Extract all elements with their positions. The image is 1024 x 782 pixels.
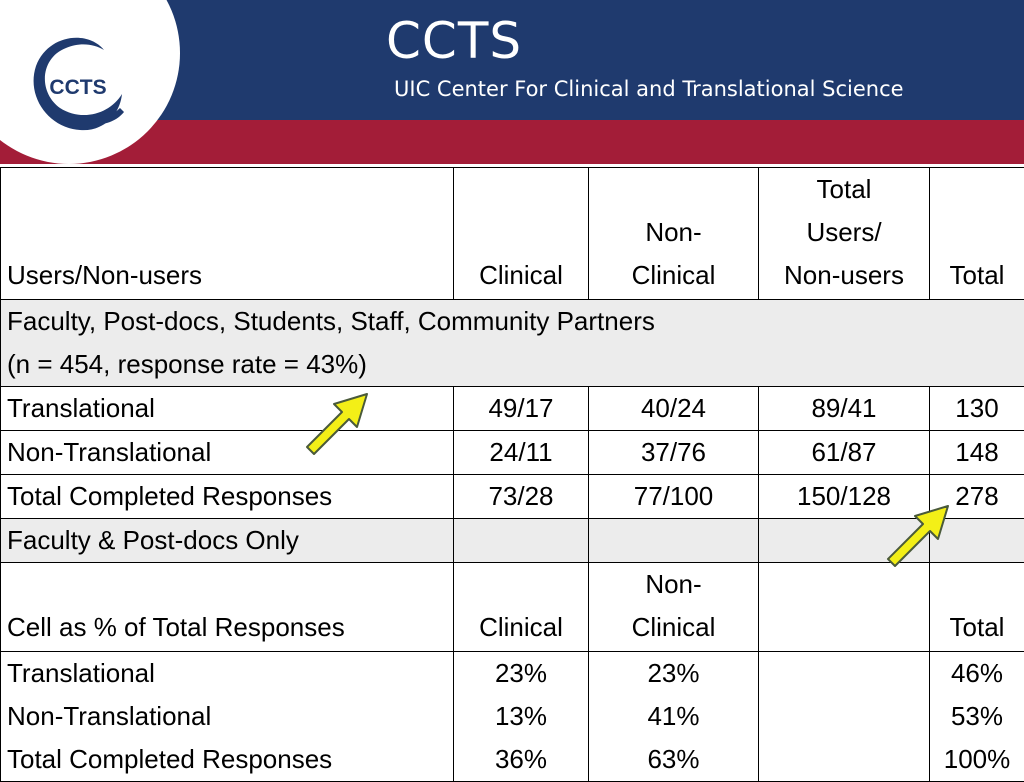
cell-clinical: 73/28 xyxy=(454,475,589,519)
header-nonclinical: Non- Clinical xyxy=(589,563,759,652)
cell-total: 148 xyxy=(930,431,1024,475)
header-users-nonusers: Users/Non-users xyxy=(1,168,454,300)
page-title: CCTS xyxy=(386,12,522,70)
cell-total: 46% xyxy=(930,652,1024,696)
cell-total-users: 89/41 xyxy=(759,387,930,431)
cell-clinical: 23% xyxy=(454,652,589,696)
row-label: Non-Translational xyxy=(1,695,454,738)
header-total-users-line2: Users/ xyxy=(765,211,923,254)
cell-total: 53% xyxy=(930,695,1024,738)
header-nonclinical-line2: Clinical xyxy=(595,606,752,649)
header-total-users-line3: Non-users xyxy=(765,254,923,297)
row-label: Translational xyxy=(1,652,454,696)
empty-cell xyxy=(759,695,930,738)
page-subtitle: UIC Center For Clinical and Translationa… xyxy=(394,77,904,101)
arrow-up-right-icon xyxy=(301,390,371,460)
empty-cell xyxy=(589,519,759,563)
cell-clinical: 36% xyxy=(454,738,589,782)
section-faculty-all: Faculty, Post-docs, Students, Staff, Com… xyxy=(1,300,1024,387)
empty-cell xyxy=(759,563,930,652)
header-nonclinical-line1: Non- xyxy=(595,563,752,606)
table-header-row: Users/Non-users Clinical Non- Clinical T… xyxy=(1,168,1024,300)
header-nonclinical: Non- Clinical xyxy=(589,168,759,300)
row-label: Total Completed Responses xyxy=(1,475,454,519)
header-total: Total xyxy=(930,168,1024,300)
cell-nonclinical: 23% xyxy=(589,652,759,696)
cell-nonclinical: 63% xyxy=(589,738,759,782)
header-cell-percent: Cell as % of Total Responses xyxy=(1,563,454,652)
header-nonclinical-line2: Clinical xyxy=(595,254,752,297)
header-total-users: Total Users/ Non-users xyxy=(759,168,930,300)
cell-clinical: 13% xyxy=(454,695,589,738)
table-row: Total Completed Responses 36% 63% 100% xyxy=(1,738,1024,782)
header-total-users-line1: Total xyxy=(765,168,923,211)
table-header-row-percent: Cell as % of Total Responses Clinical No… xyxy=(1,563,1024,652)
header-total: Total xyxy=(930,563,1024,652)
cell-nonclinical: 41% xyxy=(589,695,759,738)
row-label: Total Completed Responses xyxy=(1,738,454,782)
header-clinical: Clinical xyxy=(454,563,589,652)
header-nonclinical-line1: Non- xyxy=(595,211,752,254)
table-row: Total Completed Responses 73/28 77/100 1… xyxy=(1,475,1024,519)
section-row: Faculty & Post-docs Only xyxy=(1,519,1024,563)
arrow-up-right-icon xyxy=(882,502,952,572)
cell-nonclinical: 40/24 xyxy=(589,387,759,431)
cell-clinical: 24/11 xyxy=(454,431,589,475)
ccts-logo: CCTS xyxy=(26,28,128,136)
table-row: Translational 23% 23% 46% xyxy=(1,652,1024,696)
table-row: Non-Translational 24/11 37/76 61/87 148 xyxy=(1,431,1024,475)
empty-cell xyxy=(759,652,930,696)
header-stripe xyxy=(0,120,1024,164)
row-label: Non-Translational xyxy=(1,431,454,475)
table-row: Translational 49/17 40/24 89/41 130 xyxy=(1,387,1024,431)
cell-total: 130 xyxy=(930,387,1024,431)
results-table: Users/Non-users Clinical Non- Clinical T… xyxy=(0,167,1024,782)
cell-total: 100% xyxy=(930,738,1024,782)
row-label: Translational xyxy=(1,387,454,431)
empty-cell xyxy=(759,738,930,782)
table-row: Non-Translational 13% 41% 53% xyxy=(1,695,1024,738)
section-faculty-line1: Faculty, Post-docs, Students, Staff, Com… xyxy=(7,300,1018,343)
empty-cell xyxy=(454,519,589,563)
header-clinical: Clinical xyxy=(454,168,589,300)
section-faculty-postdocs: Faculty & Post-docs Only xyxy=(1,519,454,563)
logo-text: CCTS xyxy=(49,76,106,99)
section-row: Faculty, Post-docs, Students, Staff, Com… xyxy=(1,300,1024,387)
section-faculty-line2: (n = 454, response rate = 43%) xyxy=(7,343,1018,386)
cell-nonclinical: 37/76 xyxy=(589,431,759,475)
cell-nonclinical: 77/100 xyxy=(589,475,759,519)
cell-total-users: 61/87 xyxy=(759,431,930,475)
cell-clinical: 49/17 xyxy=(454,387,589,431)
